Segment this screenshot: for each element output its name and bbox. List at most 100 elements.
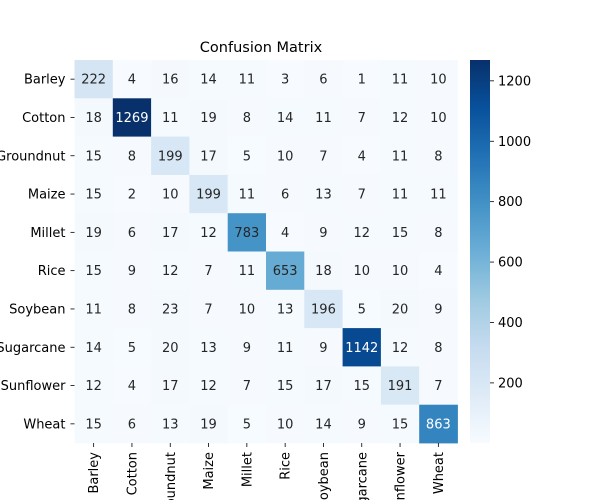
cell-value-label: 653 <box>273 264 298 279</box>
heatmap-cell <box>74 60 114 99</box>
cell-value-label: 13 <box>277 302 294 317</box>
heatmap-cell <box>151 404 190 444</box>
colorbar-tick-label: 800 <box>498 195 523 210</box>
heatmap-cell <box>419 213 458 252</box>
cell-value-label: 11 <box>392 73 409 88</box>
cell-value-label: 19 <box>85 226 102 241</box>
cell-value-label: 7 <box>358 188 366 203</box>
heatmap-cell <box>304 404 343 444</box>
cell-value-label: 13 <box>162 417 179 432</box>
cell-value-label: 4 <box>434 264 442 279</box>
cell-value-label: 9 <box>358 417 366 432</box>
heatmap-cell <box>266 251 305 291</box>
heatmap-cell <box>112 98 152 137</box>
cell-value-label: 11 <box>162 111 179 126</box>
cell-value-label: 863 <box>426 417 451 432</box>
cell-value-label: 11 <box>239 73 256 88</box>
heatmap-cell <box>304 213 343 252</box>
cell-value-label: 20 <box>162 341 179 356</box>
cell-value-label: 15 <box>392 417 409 432</box>
x-tick-label: Millet <box>240 452 255 487</box>
heatmap-cell <box>189 136 229 176</box>
cell-value-label: 4 <box>281 226 289 241</box>
heatmap-cell <box>151 251 190 291</box>
cell-value-label: 12 <box>353 226 370 241</box>
y-tick-label: Maize <box>28 188 66 203</box>
heatmap-cell <box>189 251 229 291</box>
heatmap-cell <box>380 366 420 406</box>
heatmap-cell <box>342 174 382 214</box>
chart-title: Confusion Matrix <box>200 40 323 56</box>
heatmap-cell <box>227 366 267 406</box>
heatmap-cell <box>419 328 458 367</box>
heatmap-cell <box>419 366 458 406</box>
cell-value-label: 17 <box>162 226 179 241</box>
heatmap-cell <box>151 289 190 329</box>
cell-value-label: 8 <box>434 149 442 164</box>
heatmap-cell <box>189 328 229 367</box>
x-tick-labels: Barley Cotton Groundnut Maize Millet Rice Soyb… <box>87 443 447 500</box>
cell-value-label: 196 <box>311 302 336 317</box>
cell-value-label: 9 <box>243 341 251 356</box>
heatmap-cell <box>266 289 305 329</box>
heatmap-cell <box>151 60 190 99</box>
heatmap-cell <box>74 404 114 444</box>
cell-value-label: 9 <box>128 264 136 279</box>
cell-value-label: 16 <box>162 73 179 88</box>
cell-value-label: 19 <box>200 111 217 126</box>
cell-value-label: 783 <box>234 226 259 241</box>
heatmap-cell <box>266 328 305 367</box>
x-tick-label: Maize <box>202 452 217 490</box>
heatmap-cell <box>227 213 267 252</box>
heatmap-cell <box>304 251 343 291</box>
cell-value-label: 10 <box>430 111 447 126</box>
y-tick-label: Groundnut <box>0 149 66 164</box>
cell-value-label: 10 <box>392 264 409 279</box>
y-tick-label: Sugarcane <box>0 341 66 356</box>
cell-value-label: 222 <box>81 73 106 88</box>
heatmap-cell <box>74 251 114 291</box>
x-tick-label: Sunflower <box>394 451 409 500</box>
heatmap-cell <box>380 328 420 367</box>
cell-value-label: 9 <box>434 302 442 317</box>
cell-value-label: 6 <box>128 417 136 432</box>
heatmap-cell <box>74 98 114 137</box>
y-tick-label: Wheat <box>23 417 65 432</box>
cell-value-label: 9 <box>319 226 327 241</box>
cell-value-label: 11 <box>239 264 256 279</box>
heatmap-cell <box>227 60 267 99</box>
heatmap-cell <box>266 98 305 137</box>
heatmap-cell <box>112 60 152 99</box>
cell-value-label: 4 <box>128 379 136 394</box>
cell-value-label: 15 <box>85 417 102 432</box>
heatmap-cell <box>304 98 343 137</box>
heatmap-cell <box>304 60 343 99</box>
cell-value-label: 10 <box>239 302 256 317</box>
cell-value-label: 18 <box>85 111 102 126</box>
cell-value-label: 18 <box>315 264 332 279</box>
cell-value-label: 6 <box>281 188 289 203</box>
colorbar-ticks: 200 400 600 800 1000 1200 <box>490 74 531 391</box>
heatmap-cell <box>74 289 114 329</box>
cell-value-label: 20 <box>392 302 409 317</box>
cell-value-label: 199 <box>196 188 221 203</box>
cell-value-label: 15 <box>277 379 294 394</box>
cell-value-label: 15 <box>85 264 102 279</box>
cell-value-label: 14 <box>85 341 102 356</box>
cell-value-label: 8 <box>434 226 442 241</box>
heatmap-cell <box>342 136 382 176</box>
cell-value-label: 199 <box>158 149 183 164</box>
heatmap-cell <box>74 213 114 252</box>
cell-value-label: 7 <box>204 302 212 317</box>
colorbar-tick-label: 600 <box>498 256 523 271</box>
cell-value-label: 10 <box>353 264 370 279</box>
cell-value-label: 10 <box>277 417 294 432</box>
cell-value-label: 1 <box>358 73 366 88</box>
x-tick-label: Soybean <box>317 452 332 500</box>
cell-value-label: 5 <box>243 149 251 164</box>
heatmap-cell <box>342 366 382 406</box>
colorbar <box>470 60 490 443</box>
y-tick-label: Millet <box>30 226 65 241</box>
cell-value-label: 17 <box>315 379 332 394</box>
